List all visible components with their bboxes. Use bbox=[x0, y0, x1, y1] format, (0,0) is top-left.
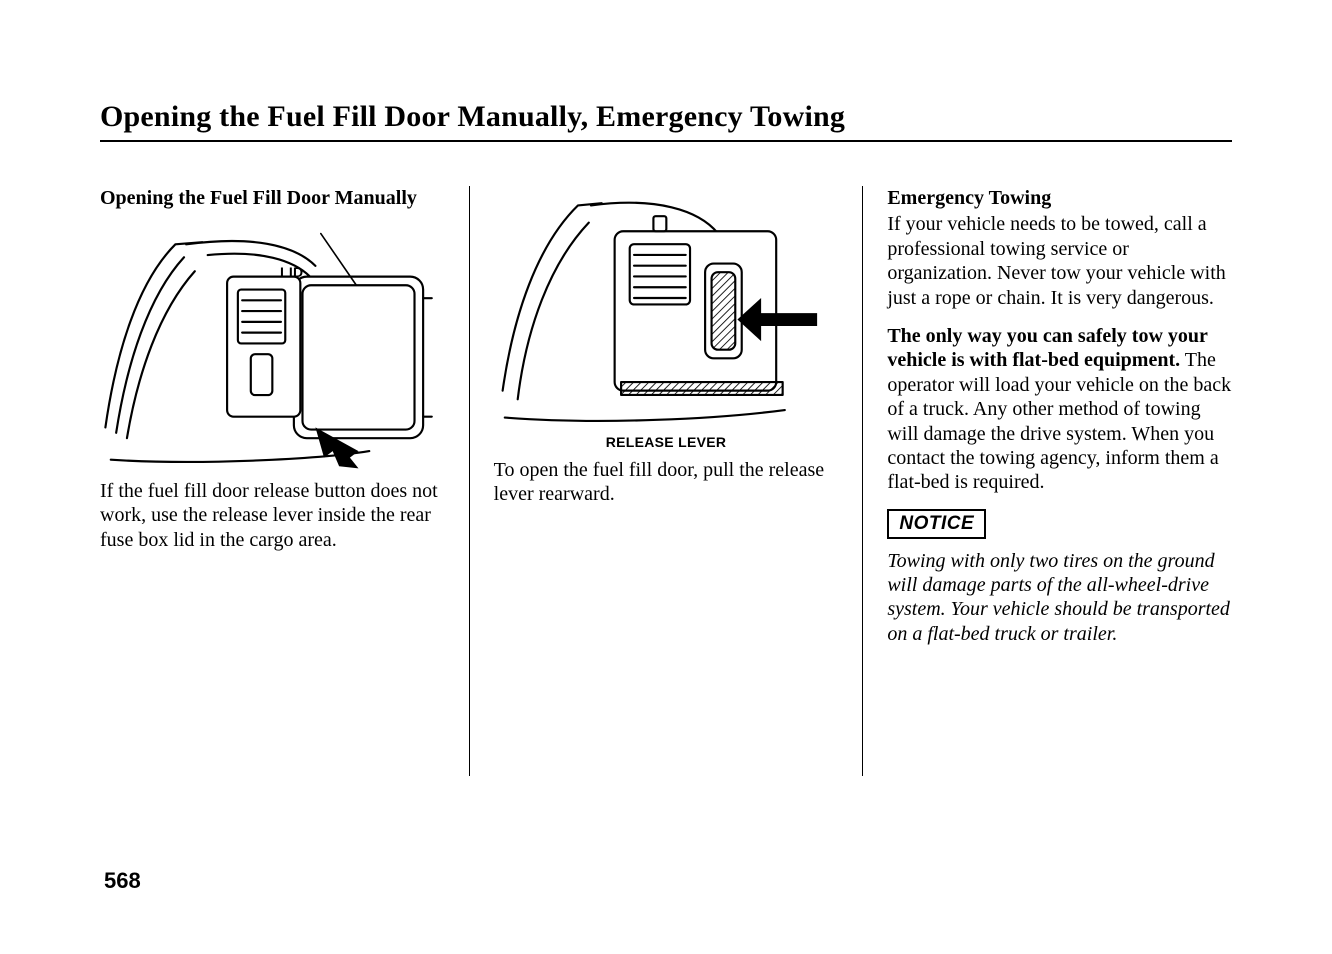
lid-label: LID bbox=[280, 264, 303, 280]
col3-heading: Emergency Towing bbox=[887, 186, 1232, 210]
page-title: Opening the Fuel Fill Door Manually, Eme… bbox=[100, 100, 1232, 134]
col1-body: If the fuel fill door release button doe… bbox=[100, 479, 445, 552]
col1-figure bbox=[100, 212, 445, 471]
column-2: RELEASE LEVER To open the fuel fill door… bbox=[469, 186, 863, 776]
col2-body: To open the fuel fill door, pull the rel… bbox=[494, 458, 839, 507]
page-number: 568 bbox=[104, 868, 141, 894]
col1-figure-wrap: LID bbox=[100, 212, 445, 471]
col3-p1: If your vehicle needs to be towed, call … bbox=[887, 212, 1232, 310]
col2-figure-caption: RELEASE LEVER bbox=[494, 434, 839, 450]
col2-figure: RELEASE LEVER bbox=[494, 186, 839, 450]
content-columns: Opening the Fuel Fill Door Manually LID bbox=[100, 186, 1232, 776]
notice-text: Towing with only two tires on the ground… bbox=[887, 549, 1232, 647]
column-1: Opening the Fuel Fill Door Manually LID bbox=[100, 186, 469, 776]
title-rule bbox=[100, 140, 1232, 142]
notice-label-box: NOTICE bbox=[887, 509, 986, 539]
col1-heading: Opening the Fuel Fill Door Manually bbox=[100, 186, 445, 210]
column-3: Emergency Towing If your vehicle needs t… bbox=[862, 186, 1232, 776]
col3-p2-bold: The only way you can safely tow your veh… bbox=[887, 325, 1207, 371]
col3-p2: The only way you can safely tow your veh… bbox=[887, 324, 1232, 495]
